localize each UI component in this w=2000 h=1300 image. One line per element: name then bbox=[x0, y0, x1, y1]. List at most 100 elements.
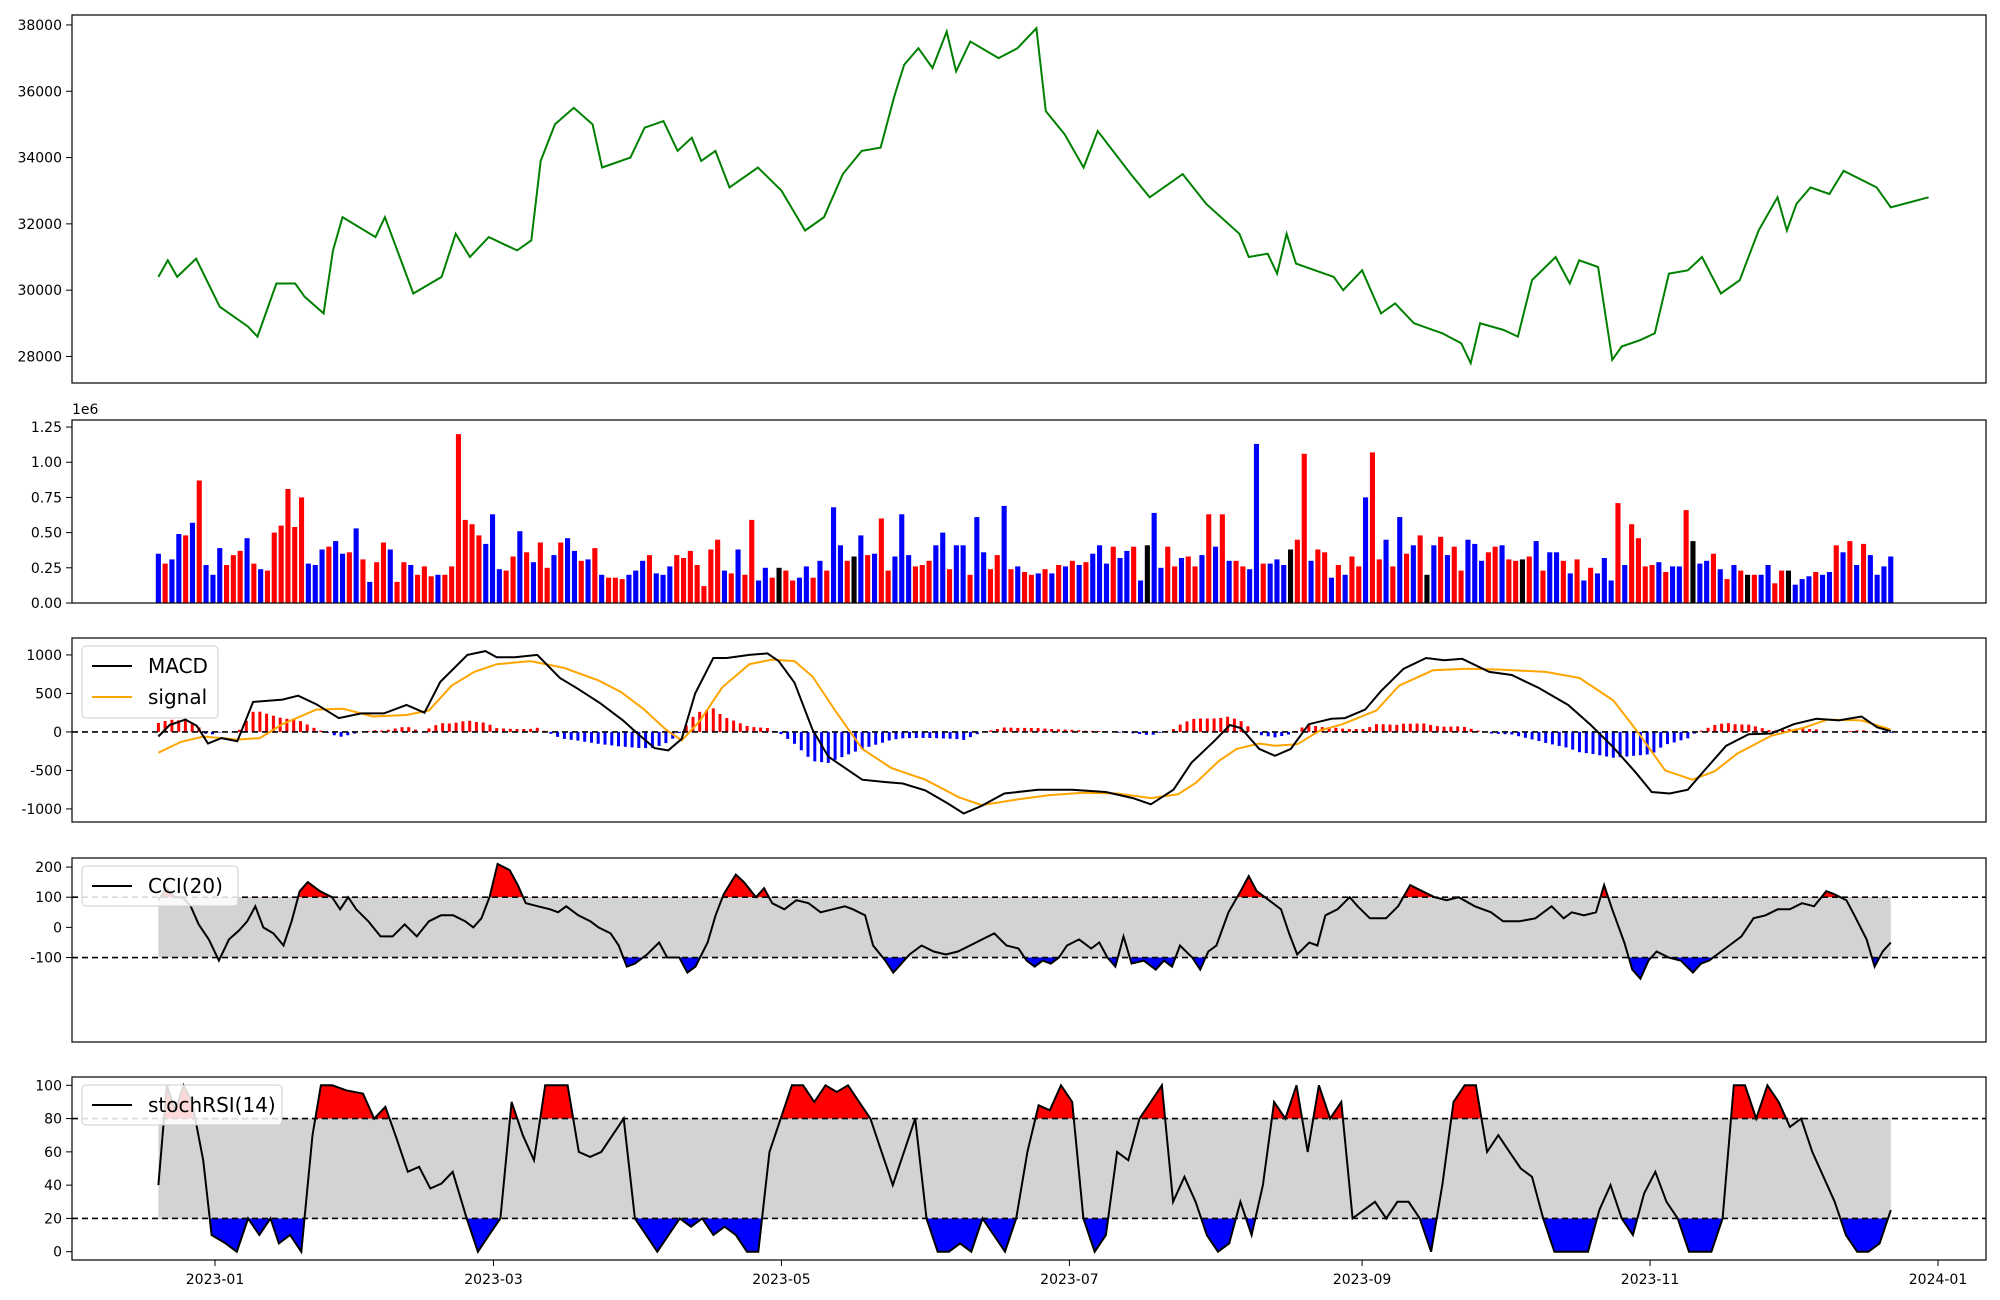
volume-bar bbox=[1247, 569, 1253, 603]
volume-bar bbox=[1799, 579, 1805, 603]
volume-bar bbox=[476, 535, 482, 603]
macd-histogram-bar bbox=[299, 721, 302, 732]
x-tick-label: 2023-09 bbox=[1333, 1272, 1392, 1288]
macd-histogram-bar bbox=[908, 731, 911, 739]
volume-bar bbox=[1840, 552, 1846, 603]
macd-histogram-bar bbox=[556, 731, 560, 737]
macd-histogram-bar bbox=[779, 731, 783, 735]
volume-bar bbox=[1444, 555, 1450, 603]
macd-histogram-bar bbox=[1855, 730, 1859, 732]
volume-bar bbox=[558, 542, 564, 603]
volume-bar bbox=[1172, 566, 1178, 603]
macd-histogram-bar bbox=[1063, 729, 1067, 732]
volume-bar bbox=[919, 565, 925, 603]
volume-bar bbox=[749, 519, 755, 603]
macd-histogram-bar bbox=[894, 731, 898, 740]
macd-histogram-bar bbox=[1023, 727, 1027, 732]
volume-bar bbox=[1199, 555, 1205, 603]
volume-bar bbox=[210, 574, 216, 603]
volume-bar bbox=[1226, 560, 1232, 603]
stoch-ytick-label: 100 bbox=[35, 1078, 62, 1094]
volume-bar bbox=[271, 532, 277, 603]
x-tick-label: 2023-05 bbox=[752, 1272, 811, 1288]
volume-bar bbox=[203, 565, 209, 603]
macd-histogram-bar bbox=[312, 727, 316, 732]
macd-histogram-bar bbox=[1361, 729, 1365, 732]
volume-bar bbox=[251, 563, 257, 603]
macd-histogram-bar bbox=[1435, 726, 1439, 732]
macd-histogram-bar bbox=[1185, 721, 1189, 732]
volume-offset-text: 1e6 bbox=[72, 402, 99, 418]
macd-histogram-bar bbox=[1713, 725, 1717, 732]
macd-histogram-bar bbox=[603, 731, 607, 745]
macd-frame bbox=[71, 637, 1987, 823]
volume-bar bbox=[319, 549, 325, 603]
volume-bar bbox=[1492, 546, 1498, 603]
volume-bar bbox=[1758, 574, 1764, 603]
volume-bar bbox=[421, 566, 427, 603]
volume-bar bbox=[1704, 560, 1710, 603]
volume-bar bbox=[899, 514, 905, 603]
volume-bar bbox=[1138, 580, 1144, 603]
macd-histogram-bar bbox=[691, 716, 695, 732]
volume-bar bbox=[292, 527, 298, 603]
volume-bar bbox=[756, 580, 762, 603]
volume-bar bbox=[258, 569, 264, 603]
macd-histogram-bar bbox=[1246, 726, 1250, 732]
volume-bar bbox=[1219, 514, 1225, 603]
volume-bar bbox=[742, 574, 748, 603]
volume-bar bbox=[1690, 541, 1696, 603]
volume-bar bbox=[415, 574, 421, 603]
macd-histogram-bar bbox=[711, 708, 715, 732]
volume-bar bbox=[1267, 563, 1273, 603]
volume-bar bbox=[646, 555, 652, 603]
macd-histogram-bar bbox=[1097, 731, 1101, 732]
volume-bar bbox=[530, 562, 536, 603]
macd-histogram-bar bbox=[508, 728, 512, 732]
volume-bar bbox=[455, 434, 461, 603]
volume-bar bbox=[687, 550, 693, 603]
price-ytick-label: 28000 bbox=[17, 349, 62, 365]
volume-bar bbox=[1308, 560, 1314, 603]
volume-ytick-label: 1.00 bbox=[31, 455, 62, 471]
stoch-overbought-fill bbox=[163, 1085, 1787, 1119]
volume-bar bbox=[551, 555, 557, 603]
macd-histogram-bar bbox=[1645, 731, 1649, 755]
macd-histogram-bar bbox=[725, 718, 729, 732]
volume-bar bbox=[967, 574, 973, 603]
volume-bar bbox=[230, 555, 236, 603]
macd-histogram-bar bbox=[1442, 726, 1446, 732]
macd-histogram-bar bbox=[1036, 728, 1040, 732]
volume-bar bbox=[660, 574, 666, 603]
volume-bar bbox=[1451, 546, 1457, 603]
volume-bar bbox=[1485, 552, 1491, 603]
volume-bar bbox=[1294, 539, 1300, 603]
volume-bar bbox=[708, 549, 714, 603]
x-axis: 2023-01 2023-03 2023-05 2023-07 2023-09 2023-… bbox=[186, 1260, 1967, 1288]
price-ytick-label: 32000 bbox=[17, 217, 62, 233]
volume-bar bbox=[837, 545, 843, 603]
volume-bar bbox=[633, 570, 639, 603]
macd-histogram-bar bbox=[1611, 731, 1615, 758]
volume-bar bbox=[1594, 573, 1600, 603]
macd-histogram-bar bbox=[1259, 731, 1263, 736]
macd-histogram-bar bbox=[610, 731, 614, 746]
volume-bar bbox=[715, 539, 721, 603]
macd-histogram-bar bbox=[183, 720, 187, 732]
volume-bar bbox=[1601, 558, 1607, 603]
macd-histogram-bar bbox=[1429, 724, 1433, 732]
volume-bar bbox=[155, 553, 161, 603]
volume-bar bbox=[803, 566, 809, 603]
macd-histogram-bar bbox=[400, 727, 404, 732]
volume-bar bbox=[1710, 553, 1716, 603]
volume-bar bbox=[1813, 572, 1819, 603]
volume-bar bbox=[483, 543, 489, 603]
volume-bar bbox=[933, 545, 939, 603]
volume-bar bbox=[728, 573, 734, 603]
macd-histogram-bar bbox=[1205, 718, 1209, 732]
macd-histogram-bar bbox=[596, 731, 600, 744]
volume-bar bbox=[1042, 569, 1048, 603]
volume-bar bbox=[1779, 570, 1785, 603]
macd-histogram-bar bbox=[1733, 724, 1737, 732]
